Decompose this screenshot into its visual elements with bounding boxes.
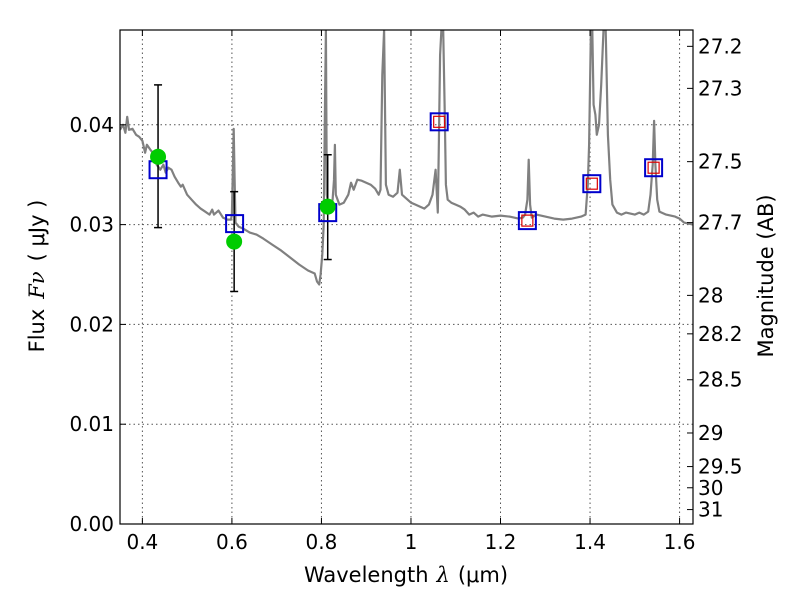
y-tick-label: 0.03 <box>69 213 114 237</box>
red-square-marker <box>521 214 534 227</box>
y-tick-label: 0.01 <box>69 412 114 436</box>
x-tick-label: 1 <box>405 530 418 554</box>
x-tick-label: 0.8 <box>306 530 338 554</box>
y2-tick-label: 29.5 <box>698 455 743 479</box>
plot-frame <box>119 29 694 525</box>
blue-square-marker <box>225 214 245 234</box>
spectrum-layer <box>120 30 693 286</box>
blue-square-marker <box>582 174 602 194</box>
y2-tick-label: 29 <box>698 421 723 445</box>
observed-point <box>150 148 167 165</box>
blue-square-marker <box>644 158 664 178</box>
x-tick-label: 0.4 <box>126 530 158 554</box>
x-tick-label: 1.2 <box>485 530 517 554</box>
y2-tick-label: 28.2 <box>698 322 743 346</box>
x-tick-label: 0.6 <box>216 530 248 554</box>
blue-square-marker <box>429 112 449 132</box>
observed-point <box>319 198 336 215</box>
y2-tick-label: 27.2 <box>698 34 743 58</box>
tick-layer: 0.4 0.6 0.8 1 1.2 1.4 1.6 0.00 0.01 0.02 0.03 0.04 2… <box>69 30 743 554</box>
y2-tick-label: 30 <box>698 476 723 500</box>
y-axis-label: FluxFν( μJy ) <box>25 200 49 353</box>
marker-layer <box>148 84 664 293</box>
x-axis-label: Wavelength λ (μm) <box>304 563 508 587</box>
y2-tick-label: 28 <box>698 283 723 307</box>
y2-axis-label: Magnitude (AB) <box>754 194 778 357</box>
y-tick-label: 0.02 <box>69 312 114 336</box>
y2-tick-label: 28.5 <box>698 368 743 392</box>
red-square-marker <box>647 161 660 174</box>
x-tick-label: 1.6 <box>664 530 696 554</box>
red-square-marker <box>585 177 598 190</box>
y2-tick-label: 27.5 <box>698 150 743 174</box>
red-square-marker <box>433 115 446 128</box>
x-tick-label: 1.4 <box>574 530 606 554</box>
y2-tick-label: 27.3 <box>698 76 743 100</box>
y2-tick-label: 27.7 <box>698 211 743 235</box>
y-tick-label: 0.00 <box>69 512 114 536</box>
y-tick-label: 0.04 <box>69 113 114 137</box>
spectrum-line <box>120 30 693 286</box>
y2-tick-label: 31 <box>698 498 723 522</box>
observed-point <box>226 233 243 250</box>
blue-square-marker <box>517 211 537 231</box>
